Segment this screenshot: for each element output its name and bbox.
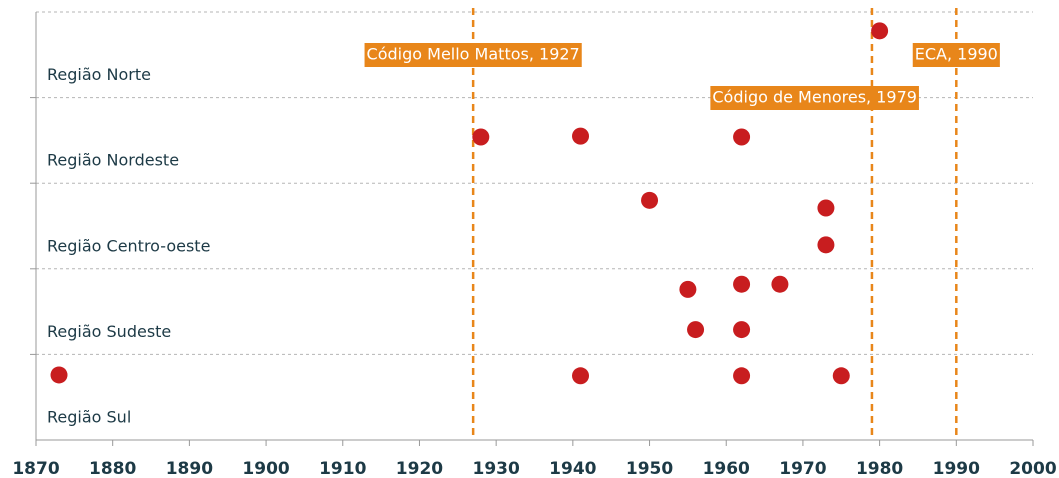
annotation: ECA, 1990	[912, 43, 1000, 67]
x-tick-label: 1890	[166, 459, 213, 478]
point	[733, 367, 751, 385]
x-tick-label: 2000	[1009, 459, 1056, 478]
point	[572, 367, 590, 385]
x-tick-label: 1920	[396, 459, 443, 478]
annotation-box	[364, 43, 582, 67]
point	[472, 128, 490, 146]
point	[832, 367, 850, 385]
point	[687, 321, 705, 339]
point	[771, 275, 789, 293]
region-label: Região Centro-oeste	[47, 236, 210, 255]
annotation: Código Mello Mattos, 1927	[364, 43, 582, 67]
annotation-label: Código Mello Mattos, 1927	[367, 45, 580, 64]
point	[572, 127, 590, 145]
x-tick-label: 1870	[12, 459, 59, 478]
x-tick-label: 1970	[779, 459, 826, 478]
point	[733, 321, 751, 339]
region-label: Região Sudeste	[47, 322, 171, 341]
x-tick-label: 1910	[319, 459, 366, 478]
x-tick-label: 1930	[472, 459, 519, 478]
annotation: Código de Menores, 1979	[710, 86, 919, 110]
point	[679, 280, 697, 298]
x-tick-label: 1940	[549, 459, 596, 478]
x-tick-label: 1980	[856, 459, 903, 478]
point	[817, 199, 835, 217]
x-tick-label: 1880	[89, 459, 136, 478]
annotation-box	[912, 43, 1000, 67]
point	[871, 22, 889, 40]
region-label: Região Nordeste	[47, 151, 179, 170]
x-tick-label: 1960	[703, 459, 750, 478]
annotation-label: ECA, 1990	[915, 45, 998, 64]
annotation-label: Código de Menores, 1979	[712, 88, 917, 107]
x-tick-label: 1900	[242, 459, 289, 478]
point	[50, 366, 68, 384]
region-label: Região Norte	[47, 65, 151, 84]
point	[733, 275, 751, 293]
x-tick-label: 1950	[626, 459, 673, 478]
region-label: Região Sul	[47, 408, 131, 427]
annotation-box	[710, 86, 919, 110]
point	[641, 191, 659, 209]
point	[817, 236, 835, 254]
x-tick-label: 1990	[933, 459, 980, 478]
point	[733, 128, 751, 146]
